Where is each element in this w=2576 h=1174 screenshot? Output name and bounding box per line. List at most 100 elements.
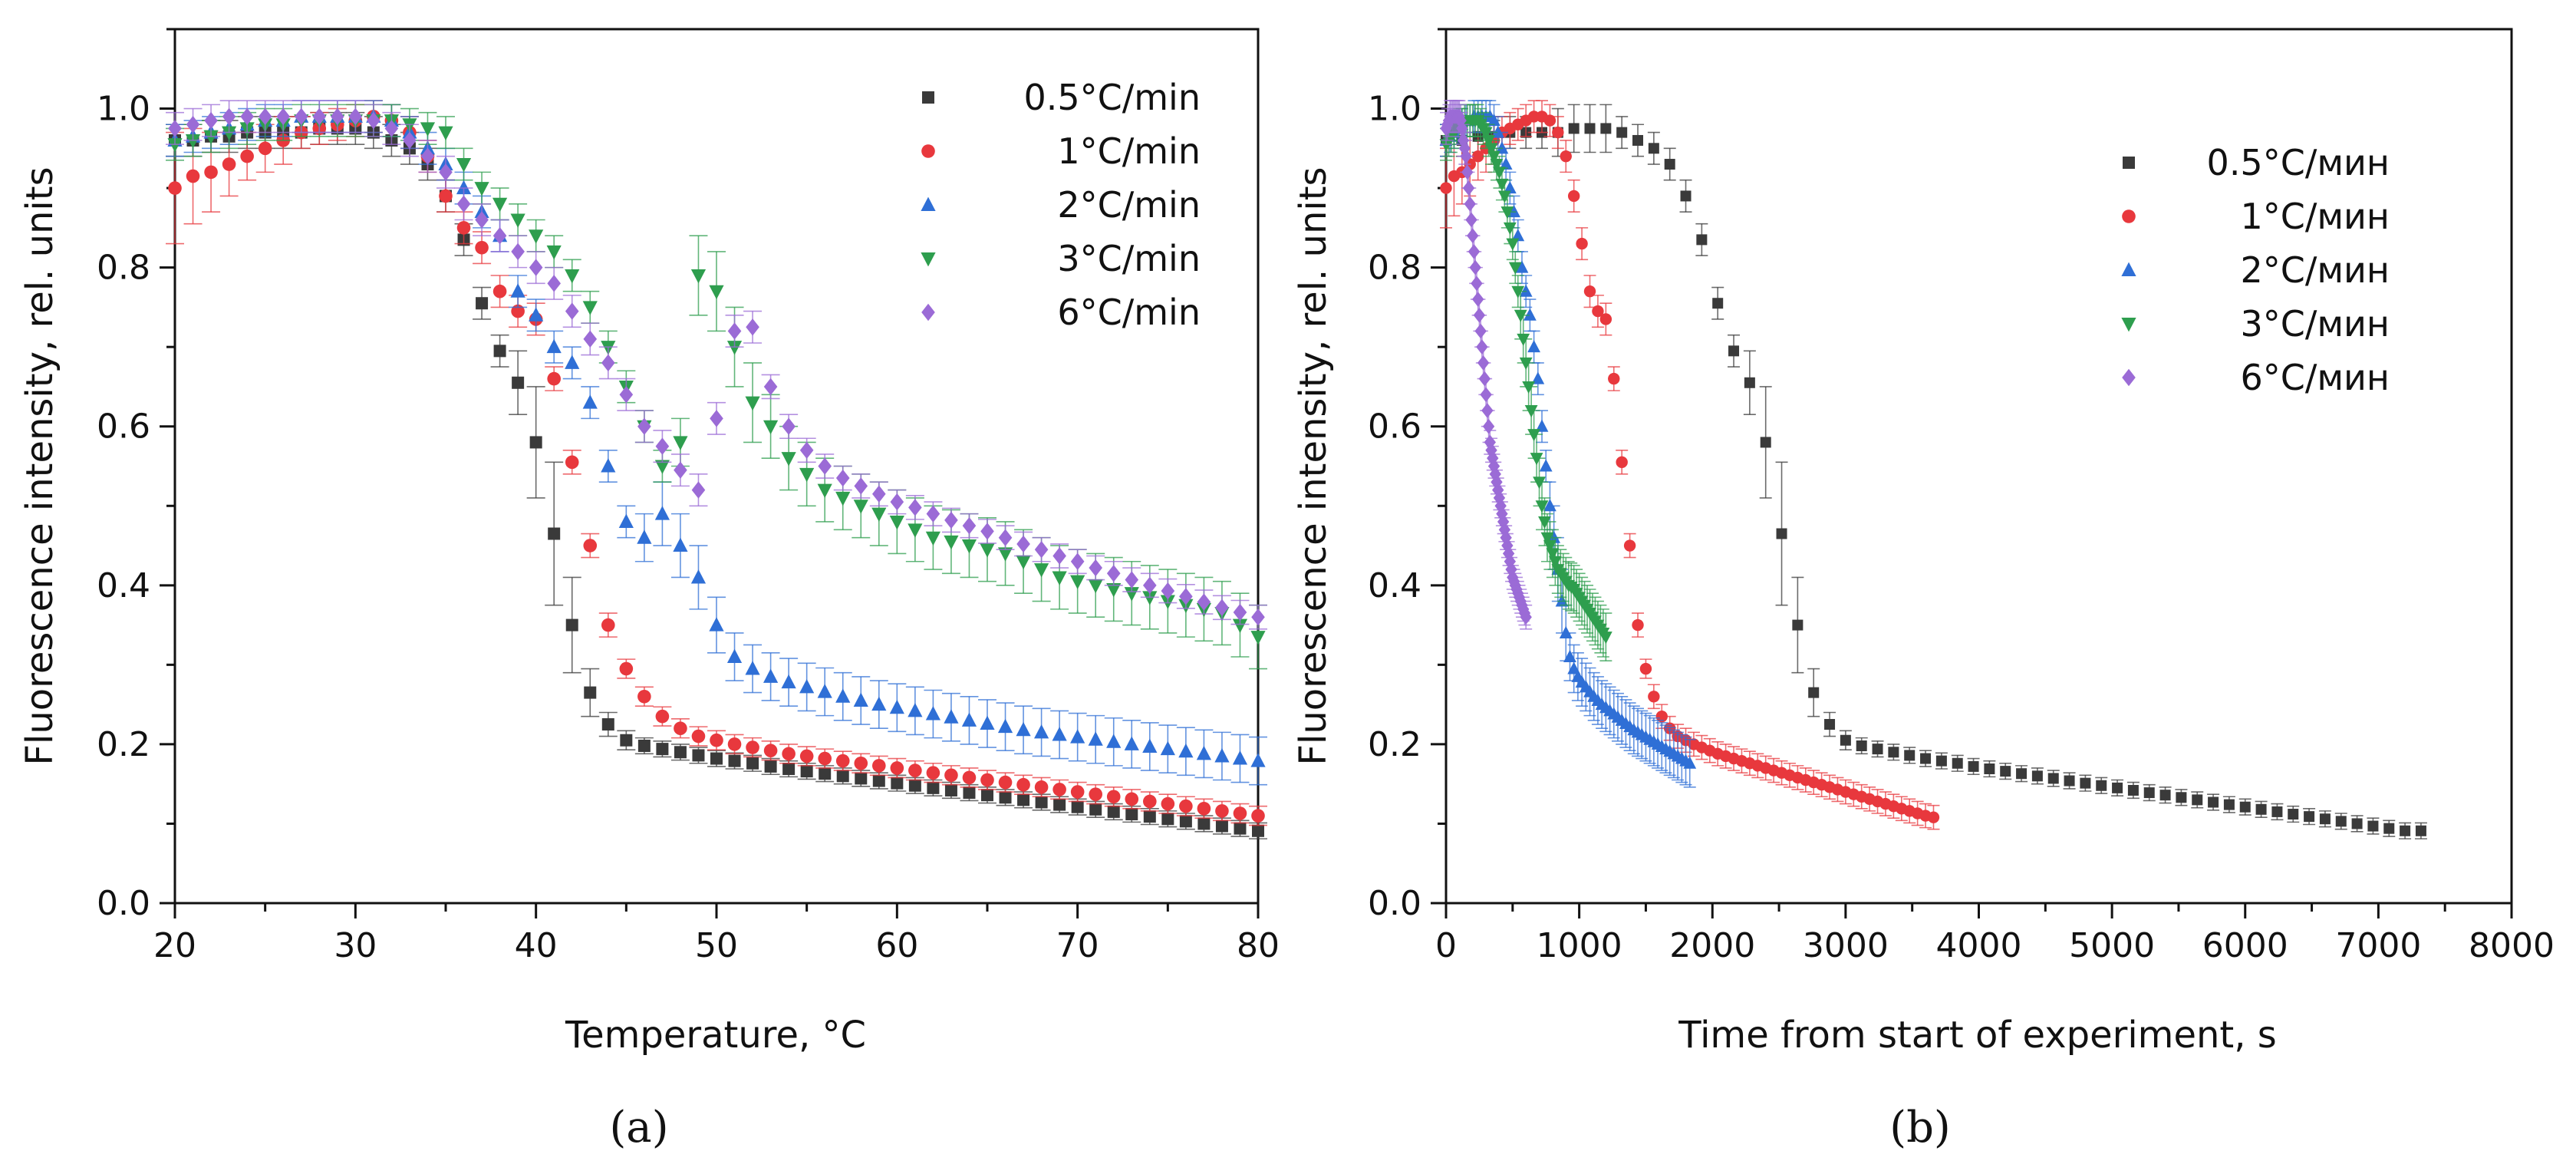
data-point [727, 737, 742, 751]
data-point [492, 284, 507, 298]
legend-label: 1°C/min [1057, 130, 1201, 172]
data-point [1856, 740, 1867, 751]
data-point [1161, 796, 1175, 811]
y-tick-label: 0.8 [97, 249, 150, 288]
x-tick-label: 70 [1056, 926, 1099, 965]
data-point [1500, 206, 1514, 219]
x-tick-label: 80 [1237, 926, 1280, 965]
data-point [673, 436, 688, 450]
data-point [926, 505, 940, 523]
data-point [276, 107, 290, 126]
data-point [1776, 528, 1787, 539]
data-point [1576, 237, 1588, 250]
x-axis-title: Time from start of experiment, s [1678, 1014, 2276, 1057]
data-point [1052, 727, 1067, 741]
data-point [565, 355, 580, 369]
data-point [546, 338, 562, 354]
data-point [1555, 594, 1569, 607]
data-point [1508, 262, 1522, 275]
data-point [782, 417, 796, 435]
data-point [800, 765, 813, 778]
data-point [1984, 763, 1995, 775]
data-point [1124, 587, 1139, 602]
data-point [2080, 777, 2091, 789]
y-tick-label: 0.4 [97, 566, 150, 605]
data-point [1179, 799, 1193, 813]
x-tick-label: 7000 [2335, 926, 2421, 965]
data-point [745, 396, 760, 411]
data-point [690, 569, 707, 584]
data-point [2192, 794, 2203, 806]
data-point [1952, 757, 1963, 769]
data-point [619, 386, 634, 404]
data-point [1567, 661, 1581, 674]
data-point [1599, 313, 1612, 325]
data-point [1017, 793, 1030, 806]
data-point [1592, 305, 1604, 318]
data-point [637, 529, 652, 544]
data-point [872, 759, 886, 773]
data-point [835, 469, 850, 487]
data-point [871, 507, 887, 523]
data-point [961, 712, 977, 727]
data-point [1568, 123, 1580, 134]
data-point [1511, 285, 1525, 298]
legend: 0.5°C/min 1°C/min 2°C/min 3°C/min 6°C/min [921, 77, 1201, 333]
series-1 [1440, 100, 1940, 830]
series-0 [1440, 104, 2427, 839]
data-point [1683, 756, 1697, 769]
legend-marker [921, 196, 936, 211]
data-point [1106, 582, 1122, 598]
data-point [1491, 125, 1505, 138]
data-point [1506, 238, 1520, 251]
data-point [1034, 724, 1049, 739]
y-tick-label: 0.8 [1368, 249, 1421, 288]
data-point [690, 269, 707, 284]
data-point [1563, 649, 1576, 663]
data-point [799, 467, 815, 483]
data-point [582, 394, 598, 409]
data-point [2112, 782, 2123, 793]
data-point [240, 149, 254, 163]
data-point [476, 297, 489, 310]
x-tick-label: 8000 [2469, 926, 2555, 965]
data-point [1233, 806, 1247, 820]
x-tick-label: 20 [153, 926, 196, 965]
data-point [674, 746, 687, 759]
data-point [439, 189, 453, 203]
data-point [746, 757, 759, 770]
data-point [547, 275, 561, 292]
y-tick-label: 0.0 [1368, 884, 1421, 923]
data-point [475, 211, 489, 229]
data-point [222, 157, 236, 171]
data-point [529, 229, 544, 244]
data-point [799, 749, 814, 763]
data-point [1632, 134, 1644, 146]
data-point [2223, 799, 2235, 810]
data-point [1927, 811, 1940, 823]
data-point [348, 107, 363, 126]
data-point [1089, 787, 1102, 801]
data-point [1034, 541, 1049, 559]
data-point [1648, 691, 1660, 703]
data-point [1088, 731, 1103, 746]
data-point [691, 729, 706, 744]
data-point [746, 740, 759, 754]
data-point [1623, 539, 1636, 552]
data-point [1485, 442, 1497, 458]
data-point [1070, 785, 1085, 799]
data-point [1016, 535, 1030, 553]
data-point [836, 770, 849, 783]
data-point [889, 699, 904, 714]
data-point [1543, 499, 1556, 512]
data-point [510, 213, 525, 228]
data-point [367, 111, 380, 130]
data-point [1935, 755, 1947, 767]
legend-label: 2°C/мин [2240, 249, 2390, 291]
data-point [1559, 625, 1573, 638]
data-point [710, 410, 723, 427]
data-point [2415, 825, 2426, 836]
data-point [656, 743, 669, 756]
data-point [2239, 801, 2251, 813]
data-point [1904, 750, 1916, 761]
